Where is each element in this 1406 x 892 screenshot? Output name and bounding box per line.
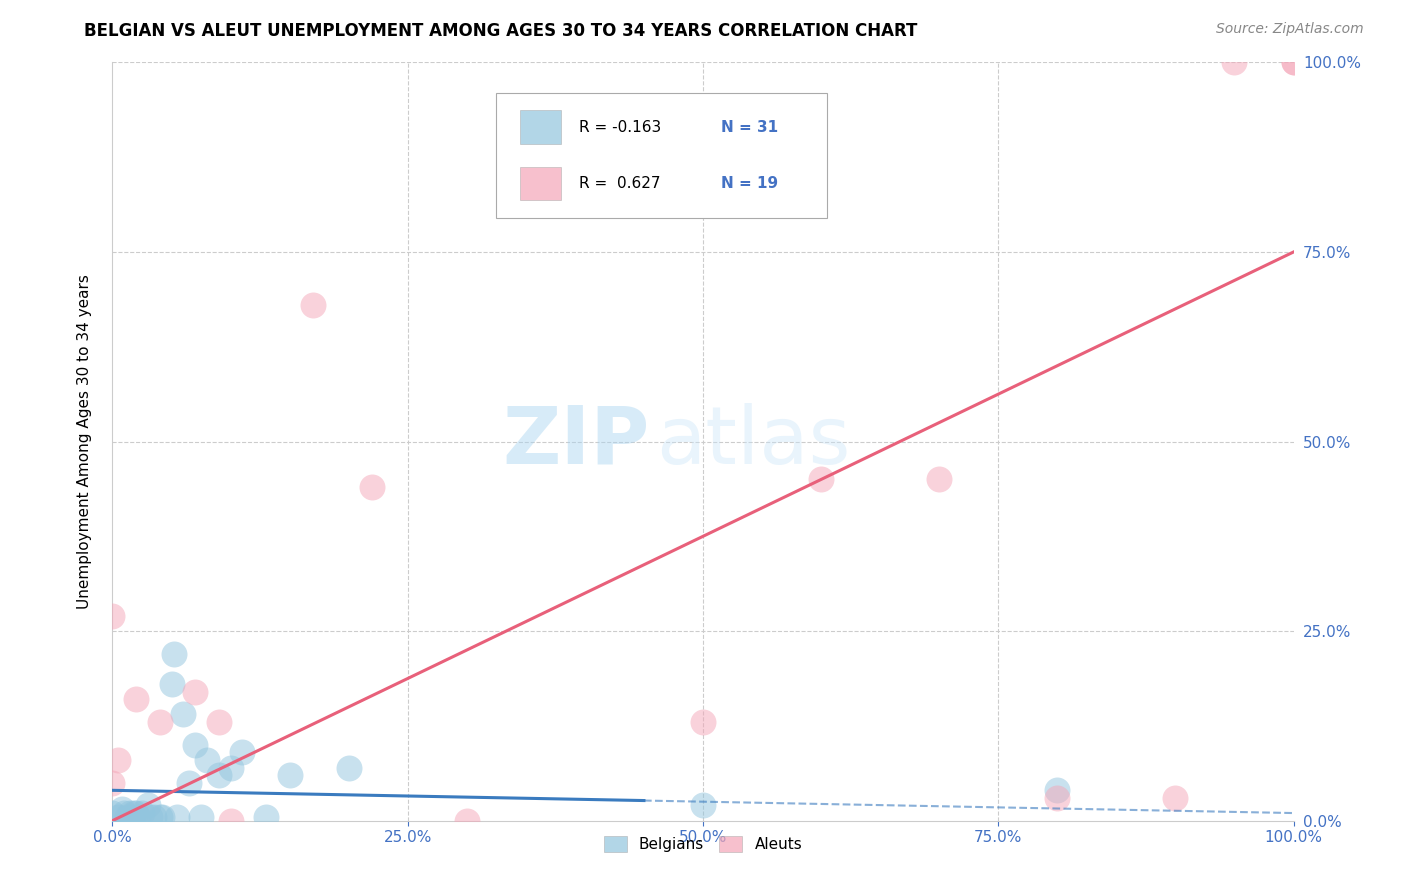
- Point: [208, 715, 231, 730]
- Point: [125, 806, 148, 821]
- Text: atlas: atlas: [655, 402, 851, 481]
- Point: [195, 753, 218, 767]
- Point: [101, 776, 124, 790]
- Point: [456, 814, 478, 828]
- Point: [278, 768, 301, 782]
- Point: [692, 715, 714, 730]
- Point: [184, 685, 207, 699]
- Point: [1046, 791, 1069, 805]
- Point: [125, 692, 148, 706]
- Text: ZIP: ZIP: [502, 402, 650, 481]
- Point: [219, 760, 242, 774]
- Point: [231, 746, 253, 760]
- Bar: [520, 111, 561, 144]
- Point: [107, 753, 129, 767]
- Bar: [520, 167, 561, 200]
- Point: [149, 715, 172, 730]
- Point: [150, 810, 173, 824]
- Point: [810, 473, 832, 487]
- Point: [101, 608, 124, 623]
- Point: [172, 707, 194, 722]
- Legend: Belgians, Aleuts: Belgians, Aleuts: [598, 830, 808, 858]
- Point: [928, 473, 950, 487]
- Point: [692, 798, 714, 813]
- Y-axis label: Unemployment Among Ages 30 to 34 years: Unemployment Among Ages 30 to 34 years: [77, 274, 91, 609]
- Point: [337, 760, 360, 774]
- Point: [115, 810, 138, 824]
- Point: [101, 806, 124, 821]
- Point: [190, 810, 212, 824]
- Point: [122, 806, 145, 821]
- Point: [120, 806, 142, 821]
- Point: [166, 810, 188, 824]
- Point: [131, 806, 153, 821]
- Text: R = -0.163: R = -0.163: [579, 120, 661, 135]
- Point: [1223, 55, 1246, 70]
- Point: [149, 810, 172, 824]
- Point: [302, 298, 325, 312]
- Point: [361, 480, 384, 494]
- Text: Source: ZipAtlas.com: Source: ZipAtlas.com: [1216, 22, 1364, 37]
- Point: [107, 810, 129, 824]
- Text: N = 31: N = 31: [721, 120, 778, 135]
- Text: BELGIAN VS ALEUT UNEMPLOYMENT AMONG AGES 30 TO 34 YEARS CORRELATION CHART: BELGIAN VS ALEUT UNEMPLOYMENT AMONG AGES…: [84, 22, 918, 40]
- Point: [254, 810, 277, 824]
- FancyBboxPatch shape: [496, 93, 827, 218]
- Point: [127, 810, 149, 824]
- Text: N = 19: N = 19: [721, 176, 778, 191]
- Point: [1046, 783, 1069, 797]
- Point: [112, 806, 135, 821]
- Point: [160, 677, 183, 691]
- Point: [219, 814, 242, 828]
- Point: [111, 802, 134, 816]
- Text: R =  0.627: R = 0.627: [579, 176, 661, 191]
- Point: [184, 738, 207, 752]
- Point: [1282, 55, 1305, 70]
- Point: [163, 647, 186, 661]
- Point: [1282, 55, 1305, 70]
- Point: [179, 776, 201, 790]
- Point: [1164, 791, 1187, 805]
- Point: [208, 768, 231, 782]
- Point: [139, 810, 162, 824]
- Point: [136, 798, 159, 813]
- Point: [142, 810, 165, 824]
